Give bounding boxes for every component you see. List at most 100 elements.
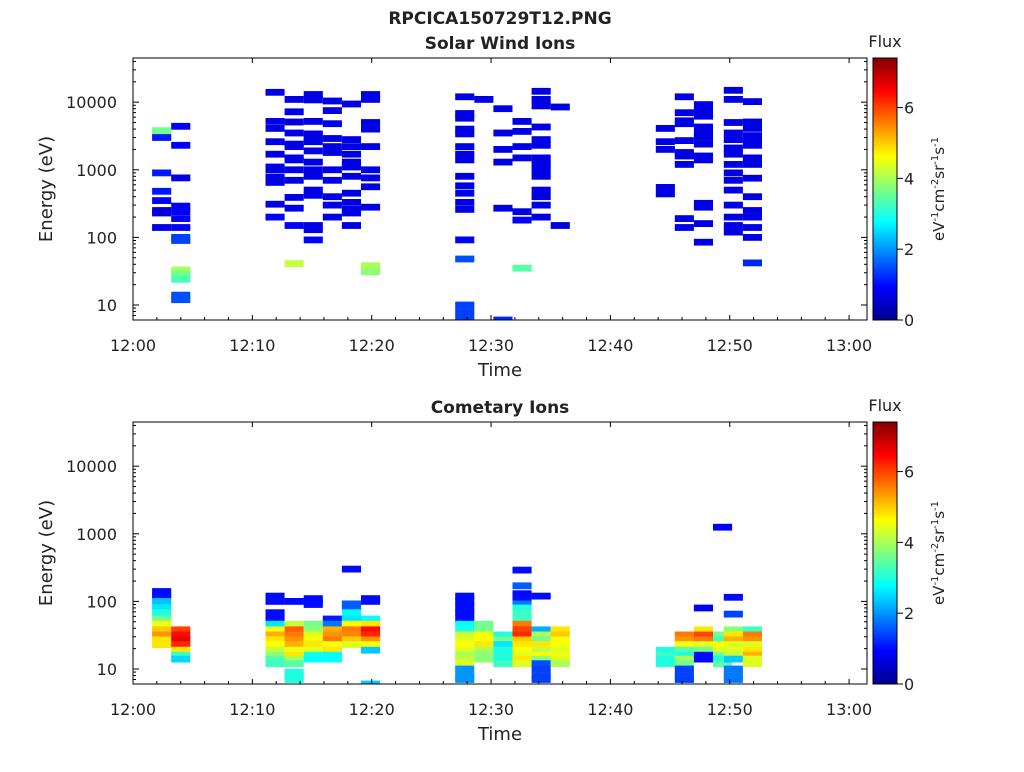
heatmap-cell — [512, 660, 532, 668]
heatmap-cell — [152, 209, 172, 217]
heatmap-cell — [713, 655, 733, 663]
heatmap-cell — [531, 87, 551, 95]
panel-title-cometary: Cometary Ions — [431, 398, 570, 418]
heatmap-cell — [723, 144, 743, 152]
heatmap-cell — [171, 296, 191, 304]
heatmap-cell — [655, 660, 675, 668]
heatmap-cell — [152, 620, 172, 628]
heatmap-cell — [512, 646, 532, 654]
heatmap-cell — [455, 615, 475, 623]
heatmap-cell — [171, 174, 191, 182]
x-tick-label: 12:00 — [110, 336, 156, 355]
heatmap-cell — [284, 660, 304, 668]
heatmap-cell — [341, 199, 361, 206]
heatmap-cell — [284, 176, 304, 184]
heatmap-cell — [493, 146, 513, 153]
heatmap-cell — [474, 631, 494, 639]
heatmap-cell — [674, 665, 694, 673]
heatmap-cell — [455, 672, 475, 679]
heatmap-cell — [303, 134, 323, 141]
heatmap-cell — [531, 636, 551, 644]
heatmap-cell — [152, 641, 172, 648]
heatmap-cell — [512, 641, 532, 648]
heatmap-cell — [322, 651, 342, 659]
heatmap-cell — [152, 609, 172, 617]
heatmap-cell — [512, 582, 532, 590]
heatmap-cell — [512, 609, 532, 617]
colorbar-gradient-solar-wind — [872, 57, 898, 321]
heatmap-cell — [455, 130, 475, 138]
heatmap-cell — [742, 646, 762, 654]
heatmap-cell — [455, 172, 475, 180]
heatmap-cell — [550, 626, 570, 634]
heatmap-cell — [265, 620, 285, 628]
unit-sup-4: -1 — [930, 137, 941, 147]
panel-title-solar-wind: Solar Wind Ions — [425, 34, 576, 54]
heatmap-cell — [512, 143, 532, 150]
heatmap-cell — [341, 609, 361, 617]
heatmap-cell — [341, 631, 361, 639]
y-tick-label: 1000 — [76, 525, 117, 544]
heatmap-cell — [361, 119, 381, 126]
heatmap-cell — [455, 603, 475, 611]
heatmap-cell — [713, 523, 733, 531]
heatmap-cell — [171, 208, 191, 216]
heatmap-cell — [742, 125, 762, 132]
heatmap-cell — [455, 143, 475, 150]
heatmap-cell — [455, 236, 475, 244]
heatmap-cell — [474, 641, 494, 648]
heatmap-cell — [723, 213, 743, 221]
heatmap-cell — [674, 149, 694, 156]
heatmap-cell — [693, 152, 713, 160]
heatmap-cell — [361, 262, 381, 270]
heatmap-cell — [655, 138, 675, 146]
heatmap-cell — [742, 636, 762, 644]
heatmap-cell — [322, 655, 342, 663]
heatmap-cell — [455, 314, 475, 320]
heatmap-cell — [693, 129, 713, 137]
heatmap-cell — [674, 641, 694, 648]
heatmap-cell — [152, 224, 172, 231]
heatmap-cell — [322, 193, 342, 201]
axes-solar-wind: 12:00 12:10 12:20 12:30 12:40 12:50 13:00 10 100… — [66, 58, 872, 355]
heatmap-cell — [303, 226, 323, 234]
heatmap-cell — [265, 88, 285, 96]
heatmap-cell — [171, 270, 191, 278]
x-tick-label: 13:00 — [826, 336, 872, 355]
heatmap-cell — [152, 626, 172, 634]
heatmap-cell — [322, 135, 342, 142]
heatmap-cell — [284, 646, 304, 654]
figure-title: RPCICA150729T12.PNG — [388, 9, 611, 29]
heatmap-cell — [713, 646, 733, 654]
heatmap-cell — [550, 651, 570, 659]
heatmap-cell — [171, 626, 191, 634]
heatmap-cell — [455, 651, 475, 659]
heatmap-cell — [693, 101, 713, 108]
heatmap-cell — [265, 609, 285, 617]
heatmap-cell — [474, 651, 494, 659]
heatmap-cell — [171, 631, 191, 639]
heatmap-cell — [455, 255, 475, 263]
heatmap-cell — [674, 152, 694, 160]
heatmap-cell — [693, 134, 713, 141]
heatmap-cell — [723, 176, 743, 184]
heatmap-cell — [742, 207, 762, 214]
heatmap-cell — [341, 150, 361, 158]
heatmap-cell — [531, 660, 551, 668]
heatmap-cell — [674, 672, 694, 679]
heatmap-cell — [265, 200, 285, 208]
heatmap-cell — [512, 604, 532, 612]
heatmap-cell — [655, 184, 675, 191]
heatmap-cell — [655, 125, 675, 132]
heatmap-cell — [303, 651, 323, 659]
heatmap-cell — [303, 236, 323, 244]
heatmap-cell — [303, 222, 323, 229]
heatmap-cell — [455, 620, 475, 628]
heatmap-cell — [171, 651, 191, 659]
heatmap-cell — [713, 636, 733, 644]
heatmap-cell — [171, 266, 191, 274]
heatmap-cell — [171, 641, 191, 648]
heatmap-cell — [493, 158, 513, 166]
